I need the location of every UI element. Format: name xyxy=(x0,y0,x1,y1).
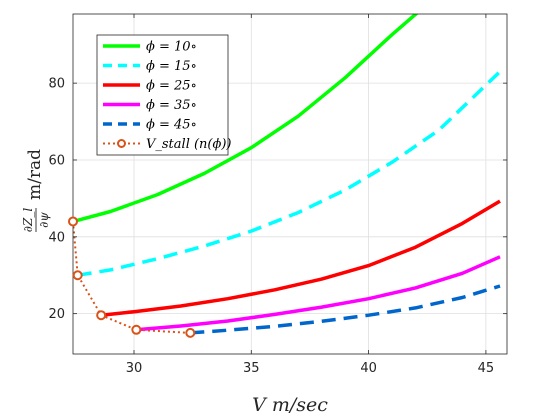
legend-marker xyxy=(117,139,126,148)
y-label-numerator: ∂Z_l xyxy=(21,208,35,233)
y-label-unit: m/rad xyxy=(25,149,45,200)
y-tick-label: 60 xyxy=(48,153,65,168)
y-tick-label: 40 xyxy=(48,230,65,245)
legend-box xyxy=(96,34,229,156)
x-tick-label: 45 xyxy=(478,361,495,376)
series-line-2 xyxy=(77,70,502,277)
legend: ϕ = 10∘ ϕ = 15∘ ϕ = 25∘ ϕ = 35∘ ϕ = 45∘ V_sta… xyxy=(96,34,232,156)
series-line-1 xyxy=(73,14,419,224)
stall-point-marker xyxy=(68,216,78,227)
y-tick-label: 80 xyxy=(48,77,65,92)
legend-label-1: ϕ = 10∘ xyxy=(146,40,197,55)
legend-label-6: V_stall (n(ϕ)) xyxy=(146,137,232,152)
y-axis-label: ∂Z_l ∂ψ m/rad xyxy=(21,149,51,232)
stall-point-marker xyxy=(131,324,142,335)
stall-point-marker xyxy=(185,327,196,338)
plot-frame xyxy=(72,13,508,355)
ticks: 30 35 40 45 20 40 60 80 xyxy=(48,14,507,376)
x-tick-label: 40 xyxy=(360,361,377,376)
legend-label-5: ϕ = 45∘ xyxy=(146,118,197,133)
x-axis-label: V m/sec xyxy=(252,394,328,416)
legend-label-4: ϕ = 35∘ xyxy=(146,98,197,113)
legend-label-2: ϕ = 15∘ xyxy=(146,59,197,74)
series-line-3 xyxy=(101,199,501,317)
stall-point-marker xyxy=(72,270,83,281)
legend-label-3: ϕ = 25∘ xyxy=(146,79,197,94)
stall-point-marker xyxy=(96,310,107,321)
y-tick-label: 20 xyxy=(48,307,65,322)
series-line-5 xyxy=(190,284,501,335)
series-line-4 xyxy=(136,255,501,332)
x-tick-label: 35 xyxy=(243,361,260,376)
x-tick-label: 30 xyxy=(126,361,143,376)
y-label-denominator: ∂ψ xyxy=(37,212,51,228)
